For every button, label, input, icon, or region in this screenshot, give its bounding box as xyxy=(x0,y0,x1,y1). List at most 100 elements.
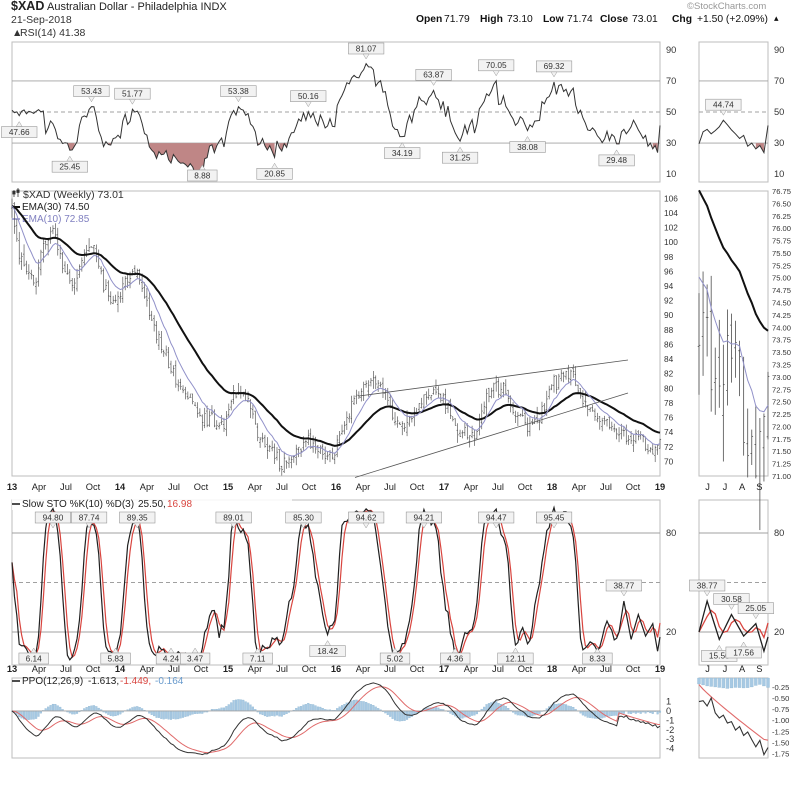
svg-text:95.45: 95.45 xyxy=(544,512,565,522)
svg-text:63.87: 63.87 xyxy=(423,70,444,80)
svg-text:72.25: 72.25 xyxy=(772,410,791,419)
svg-text:44.74: 44.74 xyxy=(713,100,734,110)
svg-text:Apr: Apr xyxy=(140,482,154,492)
svg-text:-1.449,: -1.449, xyxy=(120,676,151,687)
svg-text:-0.164: -0.164 xyxy=(155,676,184,687)
svg-text:31.25: 31.25 xyxy=(450,153,471,163)
svg-text:47.66: 47.66 xyxy=(9,127,30,137)
svg-text:Jul: Jul xyxy=(600,664,612,674)
svg-text:15: 15 xyxy=(223,664,233,674)
svg-text:21-Sep-2018: 21-Sep-2018 xyxy=(11,14,72,26)
svg-text:Jul: Jul xyxy=(600,482,612,492)
svg-text:Jul: Jul xyxy=(168,482,180,492)
svg-text:12.11: 12.11 xyxy=(505,653,526,663)
svg-text:A: A xyxy=(739,664,746,674)
svg-text:72: 72 xyxy=(664,442,674,452)
svg-text:16: 16 xyxy=(331,482,341,492)
svg-text:70.05: 70.05 xyxy=(486,60,507,70)
svg-text:Low: Low xyxy=(543,14,565,25)
svg-text:-0.25: -0.25 xyxy=(772,683,789,692)
svg-text:76: 76 xyxy=(664,413,674,423)
svg-text:15: 15 xyxy=(223,482,233,492)
svg-text:Jul: Jul xyxy=(492,482,504,492)
svg-text:76.50: 76.50 xyxy=(772,199,791,208)
svg-text:50.16: 50.16 xyxy=(298,91,319,101)
svg-text:106: 106 xyxy=(664,193,678,203)
svg-text:87.74: 87.74 xyxy=(79,512,100,522)
svg-text:96: 96 xyxy=(664,266,674,276)
svg-text:94.62: 94.62 xyxy=(356,512,377,522)
svg-text:53.43: 53.43 xyxy=(81,86,102,96)
svg-text:50: 50 xyxy=(774,107,784,117)
svg-text:Apr: Apr xyxy=(248,482,262,492)
svg-text:71.74: 71.74 xyxy=(567,14,593,25)
svg-text:38.08: 38.08 xyxy=(517,142,538,152)
svg-text:Oct: Oct xyxy=(626,664,641,674)
svg-text:13: 13 xyxy=(7,664,17,674)
svg-text:71.79: 71.79 xyxy=(444,14,470,25)
svg-text:$XAD (Weekly) 73.01: $XAD (Weekly) 73.01 xyxy=(23,189,124,201)
svg-text:76.00: 76.00 xyxy=(772,224,791,233)
svg-text:30.58: 30.58 xyxy=(721,594,742,604)
svg-text:Jul: Jul xyxy=(384,664,396,674)
svg-text:Apr: Apr xyxy=(32,482,46,492)
svg-text:Apr: Apr xyxy=(140,664,154,674)
svg-text:Oct: Oct xyxy=(302,664,317,674)
svg-text:19: 19 xyxy=(655,482,665,492)
svg-text:72.75: 72.75 xyxy=(772,385,791,394)
svg-text:-1.00: -1.00 xyxy=(772,716,789,725)
svg-text:76.25: 76.25 xyxy=(772,212,791,221)
svg-text:EMA(30) 74.50: EMA(30) 74.50 xyxy=(22,202,90,213)
svg-text:88: 88 xyxy=(664,325,674,335)
svg-text:73.01: 73.01 xyxy=(632,14,658,25)
svg-text:73.50: 73.50 xyxy=(772,348,791,357)
svg-text:17.56: 17.56 xyxy=(733,647,754,657)
svg-text:+1.50 (+2.09%): +1.50 (+2.09%) xyxy=(697,14,768,25)
svg-text:50: 50 xyxy=(666,107,676,117)
svg-text:Jul: Jul xyxy=(492,664,504,674)
svg-text:94.47: 94.47 xyxy=(486,512,507,522)
svg-text:72.50: 72.50 xyxy=(772,398,791,407)
svg-text:-0.75: -0.75 xyxy=(772,705,789,714)
svg-text:30: 30 xyxy=(666,138,676,148)
svg-text:3.47: 3.47 xyxy=(187,653,204,663)
svg-text:78: 78 xyxy=(664,398,674,408)
svg-text:7.11: 7.11 xyxy=(250,653,266,663)
svg-text:90: 90 xyxy=(666,45,676,55)
svg-text:74.25: 74.25 xyxy=(772,311,791,320)
svg-text:Apr: Apr xyxy=(464,664,478,674)
svg-text:Oct: Oct xyxy=(518,664,533,674)
svg-text:74.00: 74.00 xyxy=(772,323,791,332)
svg-text:85.30: 85.30 xyxy=(293,512,314,522)
svg-text:29.48: 29.48 xyxy=(606,155,627,165)
svg-text:75.00: 75.00 xyxy=(772,274,791,283)
svg-text:Oct: Oct xyxy=(410,664,425,674)
svg-text:Jul: Jul xyxy=(384,482,396,492)
svg-text:76.75: 76.75 xyxy=(772,187,791,196)
svg-text:20: 20 xyxy=(774,627,784,637)
svg-text:J: J xyxy=(705,664,710,674)
svg-text:17: 17 xyxy=(439,482,449,492)
svg-text:A: A xyxy=(739,482,746,492)
svg-text:$XAD: $XAD xyxy=(11,0,44,13)
svg-text:75.25: 75.25 xyxy=(772,261,791,270)
svg-text:Oct: Oct xyxy=(194,664,209,674)
svg-text:Apr: Apr xyxy=(572,664,586,674)
svg-text:104: 104 xyxy=(664,208,678,218)
svg-text:86: 86 xyxy=(664,339,674,349)
svg-text:70: 70 xyxy=(774,76,784,86)
svg-text:J: J xyxy=(723,482,728,492)
svg-text:25.50,: 25.50, xyxy=(138,499,166,510)
svg-text:16.98: 16.98 xyxy=(167,499,192,510)
svg-text:High: High xyxy=(480,14,503,25)
svg-text:10: 10 xyxy=(774,169,784,179)
svg-text:74.50: 74.50 xyxy=(772,299,791,308)
svg-text:Slow STO %K(10) %D(3): Slow STO %K(10) %D(3) xyxy=(22,499,134,510)
svg-text:-1.50: -1.50 xyxy=(772,738,789,747)
svg-text:Apr: Apr xyxy=(356,482,370,492)
svg-text:Oct: Oct xyxy=(410,482,425,492)
svg-text:71.00: 71.00 xyxy=(772,472,791,481)
svg-text:-1.613,: -1.613, xyxy=(88,676,119,687)
svg-text:Close: Close xyxy=(600,14,628,25)
svg-text:S: S xyxy=(756,482,762,492)
